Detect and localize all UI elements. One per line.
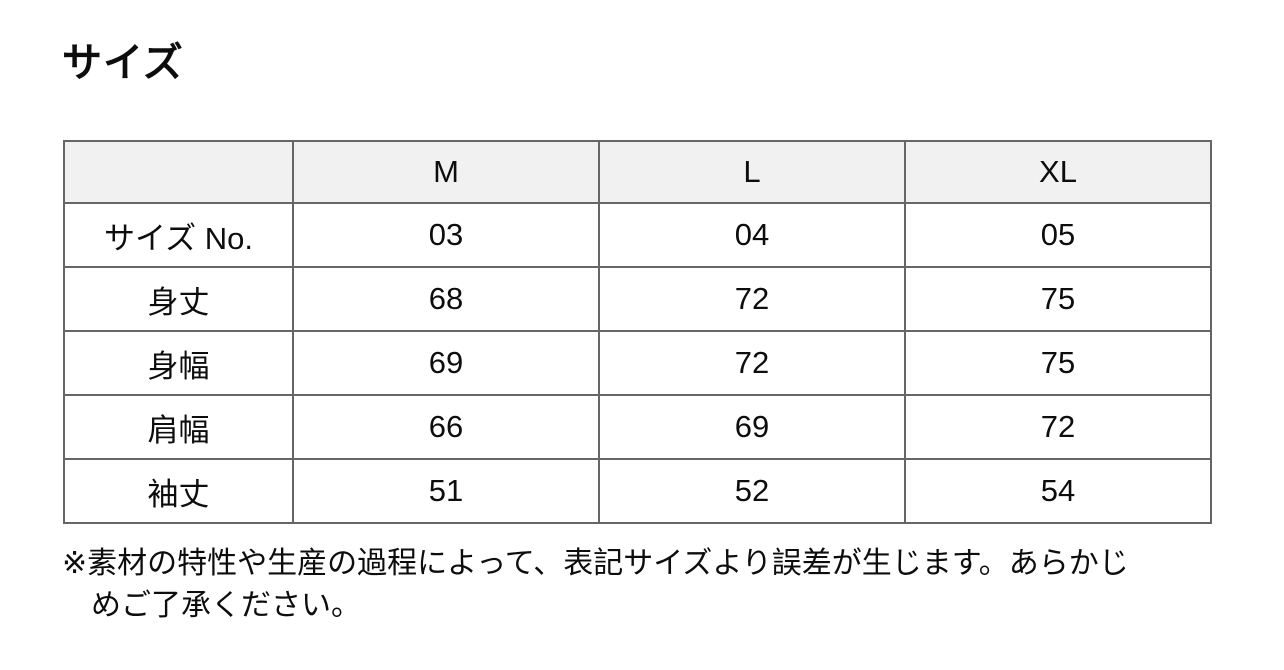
- cell-body-width-xl: 75: [904, 330, 1212, 396]
- cell-shoulder-width-l: 69: [598, 394, 906, 460]
- disclaimer-line-1: ※素材の特性や生産の過程によって、表記サイズより誤差が生じます。あらかじ: [62, 547, 1129, 580]
- header-cell-size-xl: XL: [904, 140, 1212, 204]
- cell-sleeve-length-l: 52: [598, 458, 906, 524]
- table-row-size-no: サイズ No. 03 04 05: [63, 202, 1212, 268]
- table-row-shoulder-width: 肩幅 66 69 72: [63, 394, 1212, 460]
- section-title: サイズ: [62, 41, 184, 85]
- row-label-shoulder-width: 肩幅: [63, 394, 294, 460]
- cell-body-width-m: 69: [292, 330, 600, 396]
- disclaimer-note: ※素材の特性や生産の過程によって、表記サイズより誤差が生じます。あらかじ めご了…: [62, 543, 1222, 627]
- cell-body-width-l: 72: [598, 330, 906, 396]
- header-cell-size-l: L: [598, 140, 906, 204]
- row-label-body-width: 身幅: [63, 330, 294, 396]
- cell-body-length-l: 72: [598, 266, 906, 332]
- row-label-body-length: 身丈: [63, 266, 294, 332]
- table-header-row: M L XL: [63, 140, 1212, 204]
- cell-shoulder-width-xl: 72: [904, 394, 1212, 460]
- cell-size-no-xl: 05: [904, 202, 1212, 268]
- cell-body-length-m: 68: [292, 266, 600, 332]
- cell-size-no-m: 03: [292, 202, 600, 268]
- disclaimer-line-2: めご了承ください。: [91, 589, 361, 622]
- header-cell-blank: [63, 140, 294, 204]
- table-row-sleeve-length: 袖丈 51 52 54: [63, 458, 1212, 524]
- row-label-size-no: サイズ No.: [63, 202, 294, 268]
- cell-shoulder-width-m: 66: [292, 394, 600, 460]
- size-chart-table: M L XL サイズ No. 03 04 05 身丈 68 72 75 身幅 6…: [63, 140, 1212, 524]
- cell-size-no-l: 04: [598, 202, 906, 268]
- row-label-sleeve-length: 袖丈: [63, 458, 294, 524]
- header-cell-size-m: M: [292, 140, 600, 204]
- cell-sleeve-length-xl: 54: [904, 458, 1212, 524]
- table-row-body-length: 身丈 68 72 75: [63, 266, 1212, 332]
- cell-body-length-xl: 75: [904, 266, 1212, 332]
- cell-sleeve-length-m: 51: [292, 458, 600, 524]
- table-row-body-width: 身幅 69 72 75: [63, 330, 1212, 396]
